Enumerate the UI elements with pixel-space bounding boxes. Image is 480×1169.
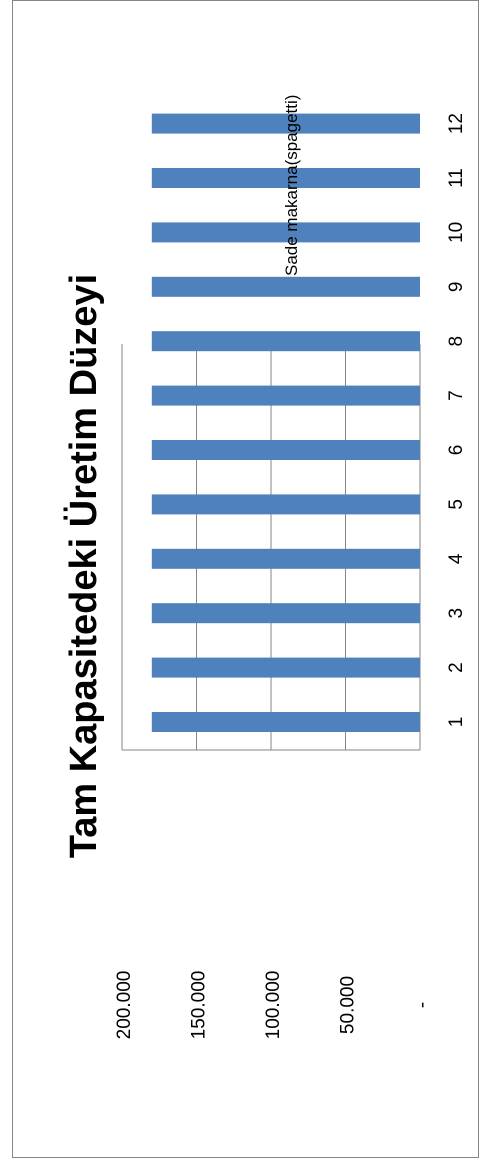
x-tick-label: 4 — [446, 553, 467, 564]
chart-frame — [12, 0, 479, 1158]
x-tick-label: 7 — [446, 390, 467, 401]
bar — [151, 494, 421, 515]
y-tick-label: 100.000 — [263, 971, 284, 1040]
bar — [151, 440, 421, 460]
x-tick-label: 12 — [446, 113, 467, 134]
x-tick-label: 9 — [446, 282, 467, 293]
bar — [151, 168, 421, 188]
bar — [151, 712, 421, 732]
chart-title: Tam Kapasitedeki Üretim Düzeyi — [62, 274, 105, 858]
x-tick-label: 3 — [446, 608, 467, 619]
x-tick-label: 6 — [446, 445, 467, 456]
y-tick-label: - — [412, 1002, 433, 1008]
y-tick-label: 150.000 — [189, 971, 210, 1040]
bar — [151, 603, 421, 624]
legend-swatch — [284, 284, 295, 295]
x-tick-label: 1 — [446, 717, 467, 728]
bar — [151, 331, 421, 352]
x-tick-label: 2 — [446, 662, 467, 673]
legend: Sade makarna(spagetti) — [282, 95, 301, 295]
y-tick-label: 200.000 — [114, 971, 135, 1040]
bar — [151, 548, 421, 569]
y-tick-label: 50.000 — [338, 976, 359, 1034]
bar — [151, 385, 421, 406]
x-tick-label: 8 — [446, 336, 467, 347]
bar — [151, 657, 421, 678]
x-tick-label: 5 — [446, 499, 467, 510]
plot-area: -50.000100.000150.000200.000123456789101… — [114, 113, 467, 1039]
bar — [151, 113, 421, 134]
bar — [151, 222, 421, 243]
legend-label: Sade makarna(spagetti) — [282, 95, 301, 276]
x-tick-label: 10 — [446, 222, 467, 243]
x-tick-label: 11 — [446, 168, 467, 188]
